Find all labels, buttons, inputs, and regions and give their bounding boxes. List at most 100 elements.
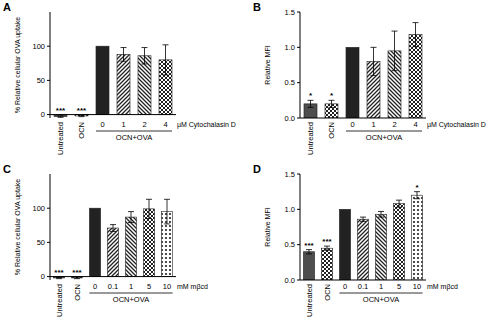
group-label: OCN+OVA xyxy=(116,133,152,142)
category-label: OCN xyxy=(327,122,336,139)
category-label: 10 xyxy=(413,282,421,291)
y-tick xyxy=(47,276,50,277)
category-label: 2 xyxy=(392,120,396,129)
significance: *** xyxy=(56,106,66,115)
significance: * xyxy=(309,91,313,100)
y-tick xyxy=(297,12,300,13)
category-label: 5 xyxy=(147,282,151,291)
bar xyxy=(375,214,386,280)
error-bar xyxy=(146,199,152,218)
category-label: 10 xyxy=(163,282,171,291)
bar xyxy=(143,209,154,277)
error-bar xyxy=(392,31,398,71)
error-bar xyxy=(56,277,62,278)
category-label: OCN xyxy=(323,284,332,301)
bars xyxy=(303,192,422,280)
error-bar xyxy=(110,225,116,232)
group-line xyxy=(89,293,172,294)
y-tick-label: 50 xyxy=(37,76,45,85)
figure: A % Relative cellular OVA uptake 0 50 100 Unt… xyxy=(0,0,500,324)
y-tick xyxy=(297,209,300,210)
error-bar xyxy=(396,200,402,207)
panel-letter: B xyxy=(253,1,261,13)
y-axis xyxy=(50,12,51,118)
group-label: OCN+OVA xyxy=(113,295,149,304)
y-axis-label: % Relative cellular OVA uptake xyxy=(14,179,22,275)
error-bar xyxy=(371,47,377,75)
x-axis-label: µM Cytochalasin D xyxy=(177,121,236,129)
y-tick xyxy=(297,82,300,83)
y-axis xyxy=(50,174,51,280)
y-tick-label: 100 xyxy=(32,204,45,213)
error-bar xyxy=(79,115,85,116)
bar xyxy=(125,217,136,276)
category-label: 4 xyxy=(413,120,417,129)
error-bar xyxy=(128,212,134,223)
panel: C% Relative cellular OVA uptake050100Unt… xyxy=(3,163,208,317)
error-bar xyxy=(121,48,127,62)
y-tick xyxy=(297,280,300,281)
group-label: OCN+OVA xyxy=(363,295,399,304)
x-axis xyxy=(300,118,426,119)
y-tick-label: 1.0 xyxy=(285,205,295,214)
group-line xyxy=(96,131,172,132)
category-label: OCN xyxy=(77,122,86,139)
panel-letter: D xyxy=(253,163,261,175)
category-label: 0.1 xyxy=(358,282,368,291)
bar xyxy=(346,47,359,118)
significance: *** xyxy=(322,237,332,246)
group-line xyxy=(346,131,422,132)
category-label: Untreated xyxy=(56,122,65,155)
bars xyxy=(304,23,422,118)
panel: BRelative MFI0.00.51.01.5UntreatedOCN012… xyxy=(253,1,486,155)
category-label: Untreated xyxy=(55,284,64,317)
panel: A% Relative cellular OVA uptake050100Unt… xyxy=(3,1,236,155)
significance: *** xyxy=(72,268,82,277)
x-axis-label: mM mβcd xyxy=(177,283,208,291)
y-tick-label: 1.5 xyxy=(285,170,295,179)
error-bar xyxy=(324,246,330,250)
significance: *** xyxy=(77,106,87,115)
category-label: 5 xyxy=(397,282,401,291)
error-bar xyxy=(74,277,80,278)
category-label: Untreated xyxy=(306,122,315,155)
error-bar xyxy=(360,217,366,221)
error-bar xyxy=(164,199,170,224)
x-axis-label: mM mβcd xyxy=(427,283,458,291)
category-label: 1 xyxy=(121,120,125,129)
error-bar xyxy=(306,250,312,254)
panel-letter: A xyxy=(3,1,11,13)
bar xyxy=(409,35,422,118)
group-label: OCN+OVA xyxy=(366,133,402,142)
y-tick xyxy=(47,208,50,209)
category-label: 0 xyxy=(100,120,104,129)
bar xyxy=(117,54,130,114)
bar xyxy=(303,252,314,280)
x-axis-label: µM Cytochalasin D xyxy=(427,121,486,129)
category-label: 0.1 xyxy=(108,282,118,291)
category-label: Untreated xyxy=(305,284,314,317)
category-label: 1 xyxy=(371,120,375,129)
significance: * xyxy=(330,91,334,100)
bar xyxy=(96,46,109,114)
error-bar xyxy=(329,100,335,107)
error-bar xyxy=(142,48,148,64)
significance: * xyxy=(415,183,419,192)
bar xyxy=(321,248,332,280)
bars xyxy=(54,45,172,117)
y-tick xyxy=(297,47,300,48)
category-label: 1 xyxy=(379,282,383,291)
y-tick-label: 1.5 xyxy=(285,8,295,17)
category-label: 4 xyxy=(163,120,167,129)
bar xyxy=(357,219,368,280)
y-axis xyxy=(300,174,301,280)
group-line xyxy=(339,293,422,294)
category-label: 2 xyxy=(142,120,146,129)
y-tick xyxy=(297,244,300,245)
y-tick-label: 50 xyxy=(37,238,45,247)
bar xyxy=(339,209,350,280)
y-axis-label: Relative MFI xyxy=(264,45,271,84)
y-tick-label: 0.0 xyxy=(285,114,295,123)
y-tick xyxy=(47,46,50,47)
bar xyxy=(107,228,118,277)
